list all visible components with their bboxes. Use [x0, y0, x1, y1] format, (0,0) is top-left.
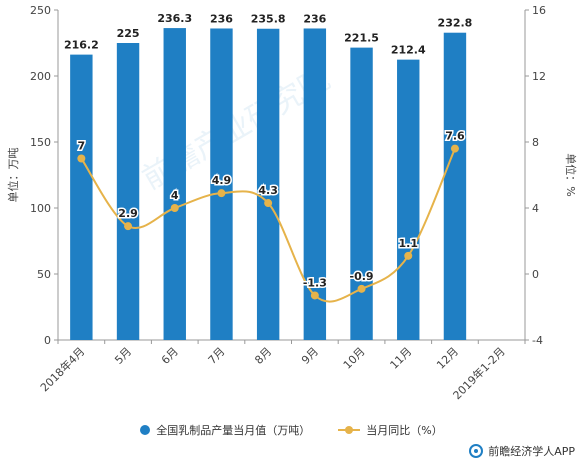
bar-value-label: 236: [210, 12, 233, 25]
line-point: [404, 251, 413, 260]
y2-tick-label: 12: [532, 70, 546, 83]
bar: [163, 28, 186, 341]
x-tick-label: 10月: [341, 345, 368, 372]
bar-value-label: 225: [117, 27, 140, 40]
line-value-label-halo: 2.9: [118, 207, 138, 220]
line-series: [77, 144, 459, 303]
legend-item-bar[interactable]: 全国乳制品产量当月值（万吨）: [140, 422, 310, 438]
bar-value-label: 212.4: [391, 44, 426, 57]
line-value-label-halo: 7.6: [445, 130, 465, 143]
legend-line-swatch: [338, 425, 361, 435]
y-tick-label: 250: [30, 4, 51, 17]
y-axis-title: 单位：万吨: [6, 148, 20, 203]
line-value-label: -0.9: [350, 270, 374, 283]
line-value-label: 7: [78, 140, 86, 153]
x-tick-label: 11月: [388, 345, 415, 372]
bar: [303, 28, 327, 340]
bar: [397, 59, 420, 341]
x-tick-label: 7月: [206, 345, 228, 367]
line-value-label-halo: 4: [171, 189, 179, 202]
line-value-label: 1.1: [399, 237, 419, 250]
bar-value-label: 236.3: [157, 12, 192, 25]
bar: [350, 47, 373, 341]
line-value-label: 4: [171, 189, 179, 202]
x-tick-label: 5月: [112, 345, 134, 367]
footer-brand: 前瞻经济学人APP: [469, 443, 575, 459]
legend-bar-swatch: [140, 425, 151, 435]
bar-value-label: 216.2: [64, 39, 99, 52]
line-value-label: -1.3: [303, 276, 327, 289]
y-tick-label: 0: [44, 334, 51, 347]
x-tick-label: 9月: [299, 345, 321, 367]
line-point: [77, 154, 86, 163]
line-value-label-halo: 1.1: [399, 237, 419, 250]
legend-line-label: 当月同比（%）: [366, 424, 443, 437]
bar: [443, 32, 467, 340]
bar: [256, 28, 280, 341]
line-value-label-halo: 4.3: [258, 184, 278, 197]
line-point: [357, 284, 366, 293]
bar: [116, 43, 140, 340]
line-value-label-halo: 4.9: [212, 174, 232, 187]
line-value-label-halo: -1.3: [303, 276, 327, 289]
y-tick-label: 50: [37, 268, 51, 281]
line-point: [310, 291, 319, 300]
bar-value-label: 221.5: [344, 32, 379, 45]
y2-tick-label: -4: [532, 334, 543, 347]
line-value-label: 2.9: [118, 207, 138, 220]
line-point: [170, 204, 179, 212]
data-labels: 216.2 225 236.3 236 235.8 236 221.5 212.4 232.8 7…: [64, 12, 473, 291]
bar-value-label: 236: [303, 12, 326, 25]
line-value-label: 4.9: [212, 174, 232, 187]
bar: [70, 54, 93, 341]
line-point: [217, 189, 226, 198]
legend-bar-label: 全国乳制品产量当月值（万吨）: [156, 424, 311, 437]
legend: 全国乳制品产量当月值（万吨） 当月同比（%）: [0, 420, 583, 440]
x-tick-label: 6月: [159, 345, 181, 367]
y2-tick-label: 16: [532, 4, 546, 17]
line-point: [264, 199, 273, 208]
bar: [210, 28, 233, 340]
line-path: [80, 148, 456, 303]
legend-item-line[interactable]: 当月同比（%）: [338, 422, 443, 438]
y2-axis-title: 单位：%: [564, 153, 578, 196]
bar-value-label: 232.8: [438, 17, 473, 30]
y-tick-label: 200: [30, 70, 51, 83]
footer-brand-text: 前瞻经济学人APP: [488, 445, 575, 458]
y-tick-label: 100: [30, 202, 51, 215]
y-tick-label: 150: [30, 136, 51, 149]
brand-logo-icon: [469, 444, 484, 458]
x-tick-label: 12月: [434, 345, 461, 372]
line-value-label: 4.3: [258, 184, 278, 197]
bar-value-label: 235.8: [251, 13, 286, 26]
line-value-label-halo: -0.9: [350, 270, 374, 283]
line-value-label: 7.6: [445, 130, 465, 143]
y2-tick-label: 8: [532, 136, 539, 149]
line-point: [450, 144, 459, 153]
x-tick-label: 8月: [252, 345, 274, 367]
line-point: [124, 222, 133, 231]
line-value-label-halo: 7: [78, 140, 86, 153]
y2-tick-label: 0: [532, 268, 539, 281]
y2-tick-label: 4: [532, 202, 539, 215]
bars: [70, 28, 467, 341]
x-tick-label: 2018年4月: [37, 344, 87, 394]
